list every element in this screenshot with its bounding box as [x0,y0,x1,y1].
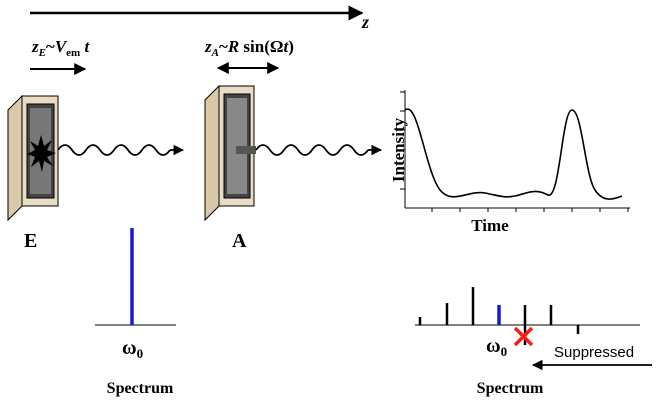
text: t [80,37,90,56]
left-spectrum [95,228,176,326]
intensity-plot [400,90,630,212]
text: V [55,37,68,56]
absorber-plate [204,84,256,222]
text: R [227,37,239,56]
freq-label: ω0 [486,335,507,359]
emitter-label: E [24,230,37,252]
z-label: z [361,12,369,32]
absorber-motion: zA~R sin(Ωt) [204,37,294,59]
freq-label: ω0 [122,337,143,361]
photon-wave [57,144,171,156]
text: A [211,47,219,59]
text: em [66,47,80,59]
text: ~ [219,37,228,56]
spectrum-title: Spectrum [477,380,544,397]
text: 0 [137,346,144,361]
text: t [284,37,290,56]
absorber-label: A [232,230,247,252]
x-label: Time [471,216,509,235]
text: E [38,47,46,59]
photon-wave [255,144,369,156]
spectrum-title: Spectrum [107,380,174,397]
emitter-plate [7,94,59,222]
text: z [31,37,39,56]
text: z [204,37,212,56]
text: 0 [501,344,508,359]
suppressed-note: Suppressed [554,344,634,361]
text: sin( [239,37,270,56]
text: ~ [46,37,55,56]
text: ) [288,37,294,56]
right-spectrum [415,287,640,347]
text: Ω [270,37,284,56]
y-label: Intensity [389,117,408,182]
text: ω [122,337,137,359]
emitter-motion: zE~Vem t [31,37,90,59]
text: ω [486,335,501,357]
